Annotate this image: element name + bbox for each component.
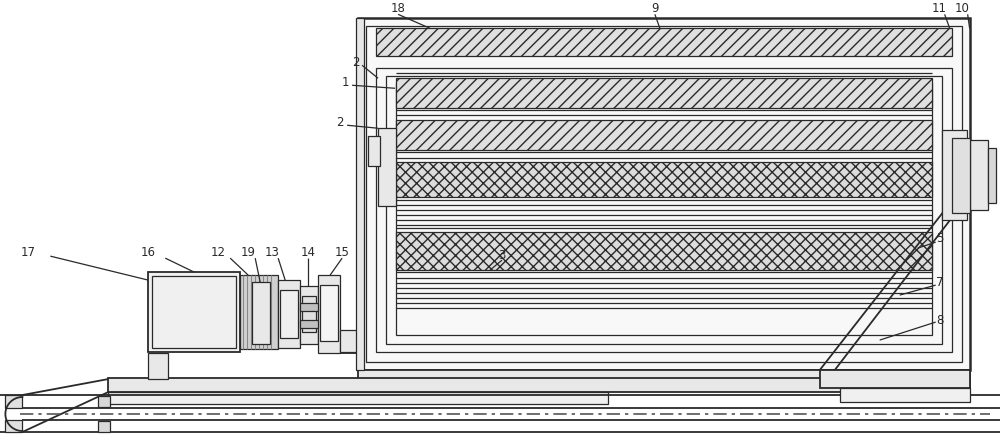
Bar (396, 78, 932, 108)
Bar (252, 282, 270, 344)
Bar (5, 395, 22, 408)
Bar (300, 320, 318, 328)
Bar (98, 421, 110, 432)
Text: 19: 19 (241, 246, 256, 259)
Text: 9: 9 (651, 2, 659, 15)
Bar (148, 272, 240, 352)
Text: 2: 2 (352, 56, 360, 69)
Bar (148, 353, 168, 379)
Bar (942, 130, 967, 220)
Bar (300, 303, 318, 311)
Bar (952, 138, 970, 213)
Text: 10: 10 (954, 2, 969, 15)
Bar (318, 275, 340, 353)
Text: 15: 15 (335, 246, 350, 259)
Text: 1: 1 (341, 76, 349, 89)
Bar (356, 18, 364, 370)
Bar (240, 275, 278, 349)
Bar (366, 27, 962, 362)
Text: 18: 18 (391, 2, 406, 15)
Text: 3: 3 (498, 249, 506, 262)
Bar (988, 148, 996, 203)
Bar (98, 396, 110, 407)
Bar (340, 330, 362, 352)
Bar (396, 232, 932, 270)
Text: 11: 11 (932, 2, 947, 15)
Bar (320, 285, 338, 341)
Bar (278, 280, 300, 348)
Text: 14: 14 (301, 246, 316, 259)
Bar (376, 68, 952, 352)
Bar (378, 128, 396, 206)
Bar (376, 28, 952, 56)
Bar (840, 388, 970, 402)
Text: 16: 16 (141, 246, 156, 259)
Bar (396, 162, 932, 197)
Bar (302, 296, 316, 332)
Text: 5: 5 (936, 232, 943, 245)
Text: 7: 7 (936, 276, 943, 289)
Bar (386, 76, 942, 344)
Bar (820, 370, 970, 388)
Bar (108, 378, 963, 392)
Text: 17: 17 (21, 246, 36, 259)
Bar (368, 136, 380, 166)
Bar (396, 120, 932, 150)
Bar (5, 420, 22, 432)
Text: 8: 8 (936, 313, 943, 327)
Bar (358, 18, 970, 370)
Text: 2: 2 (336, 116, 344, 129)
Bar (358, 370, 970, 388)
Bar (396, 83, 932, 335)
Bar (970, 140, 988, 210)
Text: 13: 13 (265, 246, 280, 259)
Bar (152, 276, 236, 348)
Bar (300, 286, 318, 344)
Bar (108, 392, 608, 404)
Text: 12: 12 (211, 246, 226, 259)
Bar (280, 290, 298, 338)
